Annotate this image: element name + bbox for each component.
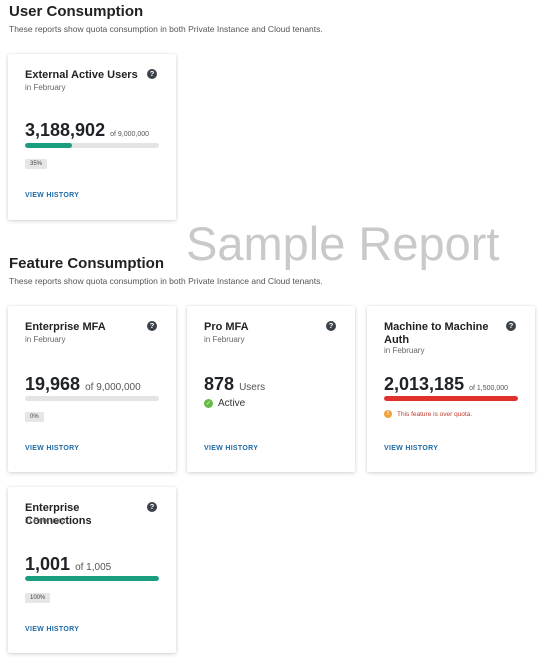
usage-value: 19,968 of 9,000,000 xyxy=(25,374,141,395)
usage-number: 2,013,185 xyxy=(384,374,465,394)
usage-progress-bar xyxy=(25,143,159,148)
feature-consumption-title: Feature Consumption xyxy=(9,255,165,272)
view-history-link[interactable]: VIEW HISTORY xyxy=(25,192,80,199)
usage-value: 878 Users xyxy=(204,374,265,395)
view-history-link[interactable]: VIEW HISTORY xyxy=(384,445,439,452)
usage-quota: of 9,000,000 xyxy=(85,382,141,393)
help-icon[interactable]: ? xyxy=(506,321,516,331)
m2m-auth-card: Machine to Machine Auth ? in February 2,… xyxy=(367,306,535,472)
percent-badge: 0% xyxy=(25,412,44,422)
user-consumption-description: These reports show quota consumption in … xyxy=(9,24,323,34)
card-subtitle: in February xyxy=(384,346,425,355)
status-indicator: ✓ Active xyxy=(204,398,245,409)
external-active-users-card: External Active Users ? in February 3,18… xyxy=(8,54,176,220)
card-title: Enterprise MFA xyxy=(25,321,106,333)
view-history-link[interactable]: VIEW HISTORY xyxy=(25,626,80,633)
card-subtitle: in February xyxy=(25,335,66,344)
view-history-link[interactable]: VIEW HISTORY xyxy=(25,445,80,452)
card-subtitle: in February xyxy=(204,335,245,344)
usage-value: 1,001 of 1,005 xyxy=(25,554,111,575)
percent-badge: 35% xyxy=(25,159,48,169)
usage-unit: Users xyxy=(239,382,266,393)
usage-number: 1,001 xyxy=(25,554,71,574)
usage-quota: of 1,500,000 xyxy=(469,385,509,392)
enterprise-connections-card: Enterprise Connections ? in February 1,0… xyxy=(8,487,176,653)
usage-quota: of 9,000,000 xyxy=(110,131,150,138)
card-subtitle: in February xyxy=(25,516,66,525)
status-label: Active xyxy=(218,398,246,409)
card-title: Pro MFA xyxy=(204,321,249,333)
watermark: Sample Report xyxy=(186,217,500,270)
warning-text: This feature is over quota. xyxy=(397,410,473,418)
usage-progress-fill xyxy=(25,143,72,148)
over-quota-warning: ! This feature is over quota. xyxy=(384,410,472,418)
view-history-link[interactable]: VIEW HISTORY xyxy=(204,445,259,452)
usage-number: 878 xyxy=(204,374,235,394)
check-circle-icon: ✓ xyxy=(204,399,213,408)
warning-icon: ! xyxy=(384,410,392,418)
card-title: Machine to Machine Auth xyxy=(384,321,489,346)
card-title: External Active Users xyxy=(25,69,138,81)
percent-badge: 100% xyxy=(25,593,51,603)
pro-mfa-card: Pro MFA ? in February 878 Users ✓ Active… xyxy=(187,306,355,472)
user-consumption-title: User Consumption xyxy=(9,3,144,20)
feature-consumption-description: These reports show quota consumption in … xyxy=(9,276,323,286)
help-icon[interactable]: ? xyxy=(147,69,157,79)
usage-number: 19,968 xyxy=(25,374,81,394)
usage-progress-fill xyxy=(25,576,159,581)
usage-progress-bar xyxy=(25,576,159,581)
usage-value: 2,013,185 of 1,500,000 xyxy=(384,374,508,395)
enterprise-mfa-card: Enterprise MFA ? in February 19,968 of 9… xyxy=(8,306,176,472)
card-subtitle: in February xyxy=(25,83,66,92)
usage-number: 3,188,902 xyxy=(25,120,106,140)
usage-progress-bar xyxy=(25,396,159,401)
card-title: Enterprise Connections xyxy=(25,502,92,527)
help-icon[interactable]: ? xyxy=(147,321,157,331)
usage-progress-bar xyxy=(384,396,518,401)
help-icon[interactable]: ? xyxy=(147,502,157,512)
usage-value: 3,188,902 of 9,000,000 xyxy=(25,120,149,141)
usage-quota: of 1,005 xyxy=(75,562,112,573)
help-icon[interactable]: ? xyxy=(326,321,336,331)
usage-progress-fill xyxy=(384,396,518,401)
